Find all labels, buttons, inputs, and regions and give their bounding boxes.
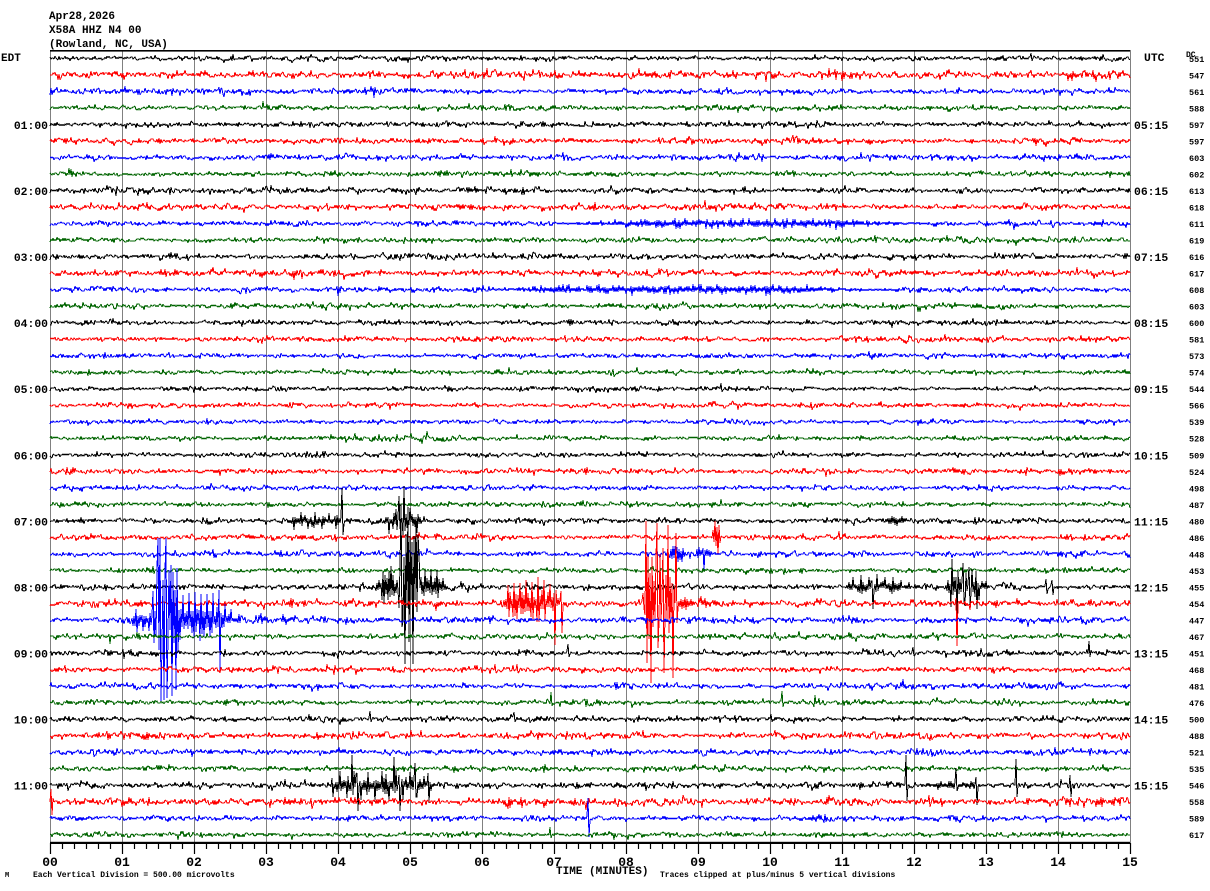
svg-text:573: 573	[1189, 352, 1204, 362]
svg-text:480: 480	[1189, 517, 1204, 527]
svg-text:(Rowland, NC, USA): (Rowland, NC, USA)	[49, 39, 168, 51]
svg-text:DC: DC	[1186, 51, 1196, 60]
svg-text:453: 453	[1189, 567, 1204, 577]
svg-text:11: 11	[834, 855, 850, 870]
svg-text:589: 589	[1189, 815, 1204, 825]
svg-text:01: 01	[114, 855, 130, 870]
svg-text:558: 558	[1189, 798, 1204, 808]
svg-text:06:00: 06:00	[14, 451, 48, 463]
svg-text:597: 597	[1189, 121, 1204, 131]
svg-text:10: 10	[762, 855, 778, 870]
svg-text:561: 561	[1189, 88, 1204, 98]
svg-text:617: 617	[1189, 270, 1204, 280]
svg-text:Traces clipped at plus/minus 5: Traces clipped at plus/minus 5 vertical …	[660, 871, 895, 880]
svg-text:603: 603	[1189, 303, 1204, 313]
svg-text:X58A HHZ N4 00: X58A HHZ N4 00	[49, 25, 141, 37]
svg-text:602: 602	[1189, 170, 1204, 180]
svg-text:12:15: 12:15	[1134, 583, 1168, 595]
svg-text:481: 481	[1189, 683, 1204, 693]
svg-text:617: 617	[1189, 831, 1204, 841]
svg-text:600: 600	[1189, 319, 1204, 329]
svg-text:454: 454	[1189, 600, 1204, 610]
svg-text:616: 616	[1189, 253, 1204, 263]
svg-text:Each Vertical Division = 500.: Each Vertical Division = 500.00 microvol…	[33, 871, 235, 880]
svg-text:15: 15	[1122, 855, 1138, 870]
svg-text:535: 535	[1189, 765, 1204, 775]
svg-text:603: 603	[1189, 154, 1204, 164]
svg-text:03: 03	[258, 855, 274, 870]
svg-text:Apr28,2026: Apr28,2026	[49, 11, 115, 23]
svg-text:03:00: 03:00	[14, 253, 48, 265]
svg-text:581: 581	[1189, 336, 1204, 346]
svg-text:588: 588	[1189, 104, 1204, 114]
svg-text:06:15: 06:15	[1134, 187, 1168, 199]
svg-text:608: 608	[1189, 286, 1204, 296]
svg-text:EDT: EDT	[1, 53, 21, 65]
svg-text:521: 521	[1189, 749, 1204, 759]
svg-text:551: 551	[1189, 55, 1204, 65]
svg-text:09: 09	[690, 855, 706, 870]
svg-text:04: 04	[330, 855, 346, 870]
svg-text:566: 566	[1189, 402, 1204, 412]
svg-text:05:15: 05:15	[1134, 121, 1168, 133]
svg-text:01:00: 01:00	[14, 121, 48, 133]
svg-text:476: 476	[1189, 699, 1204, 709]
svg-text:M: M	[5, 872, 9, 880]
svg-text:487: 487	[1189, 501, 1204, 511]
svg-text:08:15: 08:15	[1134, 319, 1168, 331]
svg-text:UTC: UTC	[1144, 53, 1165, 65]
svg-text:455: 455	[1189, 583, 1204, 593]
svg-text:468: 468	[1189, 666, 1204, 676]
svg-text:TIME (MINUTES): TIME (MINUTES)	[556, 866, 648, 878]
svg-text:498: 498	[1189, 484, 1204, 494]
svg-text:07:00: 07:00	[14, 517, 48, 529]
svg-text:509: 509	[1189, 451, 1204, 461]
svg-text:08:00: 08:00	[14, 583, 48, 595]
svg-text:618: 618	[1189, 203, 1204, 213]
svg-text:619: 619	[1189, 236, 1204, 246]
svg-text:13:15: 13:15	[1134, 650, 1168, 662]
svg-text:08: 08	[618, 855, 634, 870]
svg-text:488: 488	[1189, 732, 1204, 742]
svg-text:11:00: 11:00	[14, 782, 48, 794]
svg-text:06: 06	[474, 855, 490, 870]
svg-text:486: 486	[1189, 534, 1204, 544]
svg-text:05:00: 05:00	[14, 385, 48, 397]
svg-text:13: 13	[978, 855, 994, 870]
svg-text:09:15: 09:15	[1134, 385, 1168, 397]
svg-text:11:15: 11:15	[1134, 517, 1168, 529]
svg-text:02: 02	[186, 855, 202, 870]
svg-text:451: 451	[1189, 650, 1204, 660]
svg-text:547: 547	[1189, 71, 1204, 81]
svg-text:539: 539	[1189, 418, 1204, 428]
svg-text:10:00: 10:00	[14, 716, 48, 728]
svg-text:500: 500	[1189, 716, 1204, 726]
svg-text:14: 14	[1050, 855, 1066, 870]
svg-text:12: 12	[906, 855, 922, 870]
svg-text:524: 524	[1189, 468, 1204, 478]
svg-text:447: 447	[1189, 616, 1204, 626]
svg-text:528: 528	[1189, 435, 1204, 445]
svg-text:07: 07	[546, 855, 562, 870]
svg-text:07:15: 07:15	[1134, 253, 1168, 265]
svg-text:448: 448	[1189, 550, 1204, 560]
svg-text:10:15: 10:15	[1134, 451, 1168, 463]
svg-text:597: 597	[1189, 137, 1204, 147]
svg-text:04:00: 04:00	[14, 319, 48, 331]
svg-text:467: 467	[1189, 633, 1204, 643]
svg-text:611: 611	[1189, 220, 1204, 230]
svg-text:14:15: 14:15	[1134, 716, 1168, 728]
svg-text:613: 613	[1189, 187, 1204, 197]
svg-text:02:00: 02:00	[14, 187, 48, 199]
svg-text:09:00: 09:00	[14, 650, 48, 662]
svg-text:05: 05	[402, 855, 418, 870]
svg-text:00: 00	[42, 855, 58, 870]
svg-text:544: 544	[1189, 385, 1204, 395]
svg-text:574: 574	[1189, 369, 1204, 379]
svg-text:546: 546	[1189, 782, 1204, 792]
svg-text:15:15: 15:15	[1134, 782, 1168, 794]
